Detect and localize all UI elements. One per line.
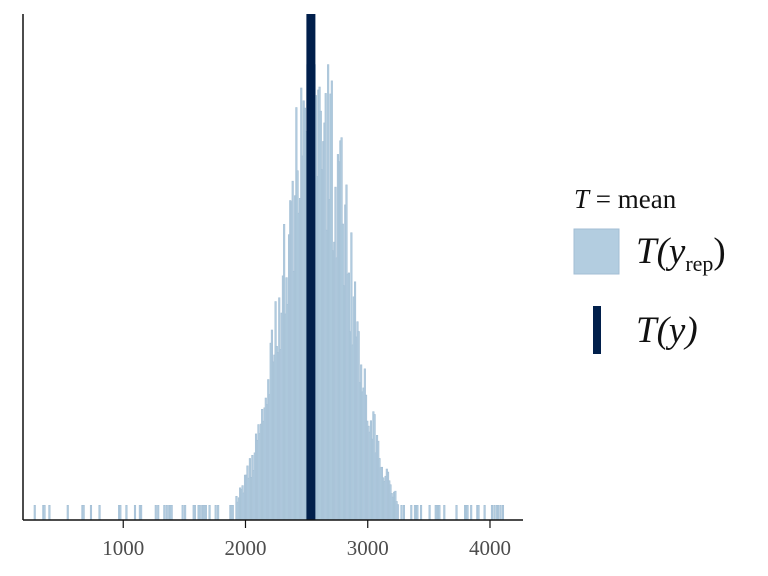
legend-observed-main: T(y) [636,310,698,351]
legend-title-symbol: T [574,184,591,214]
histogram-bar [400,504,403,521]
histogram-bar [470,504,473,521]
histogram-bar [483,504,486,521]
histogram-bar [396,504,399,521]
plot-area [33,14,505,521]
histogram-bar [157,504,160,521]
histogram-bar [428,504,431,521]
histogram-bar [133,504,137,521]
axes: 1000 2000 3000 4000 [22,14,523,560]
histogram-bar [416,504,419,521]
x-tick-label: 1000 [102,536,144,560]
histogram-bar [82,504,85,521]
histogram-bar [477,504,480,521]
histogram-bar [499,504,502,521]
histogram-bar [170,504,173,521]
legend-rep-close: ) [713,231,725,272]
histogram-bar [43,504,46,521]
histogram-bar [443,504,446,521]
legend-rep-subscript: rep [685,251,713,276]
legend-rep-label: T(yrep) [636,231,726,276]
legend-rep-main: T(y [636,231,686,272]
histogram-bar [497,504,500,521]
histogram-bar [119,504,122,521]
histogram-bar [204,504,207,521]
histogram-bar [163,504,166,521]
legend-observed-swatch [593,306,601,354]
histogram-bar [140,504,143,521]
legend-observed-label: T(y) [636,310,698,351]
histogram-bar [165,504,168,521]
legend-rep-swatch [573,228,620,275]
histogram-bar [438,504,441,521]
histogram-bar [48,504,51,521]
legend-title-text: = mean [589,184,677,214]
legend: T = mean T(yrep) T(y) [573,184,726,354]
histogram-bar [66,504,69,521]
histogram-bar [214,504,217,521]
histogram-bar [154,504,157,521]
histogram-bar [402,504,406,521]
histogram-bar [89,504,93,521]
histogram-bar [466,504,469,521]
histogram-bar [33,504,36,521]
histogram-bar [217,504,220,521]
histogram-bar [231,504,234,521]
histogram-bar [184,504,187,521]
histogram-bar [198,504,201,521]
x-tick-label: 2000 [224,536,266,560]
histogram-bar [410,504,413,521]
histogram-bar [420,504,423,521]
histogram-bar [501,504,505,521]
histogram-bar [193,504,196,521]
histogram-bar [493,504,496,521]
x-tick-label: 3000 [347,536,389,560]
histogram-bar [125,504,128,521]
legend-title: T = mean [574,184,677,214]
histogram-bar [208,504,211,521]
histogram-bar [490,504,494,521]
histogram-bar [455,504,458,521]
x-tick-label: 4000 [469,536,511,560]
histogram-bar [98,504,101,521]
histogram-bar [181,504,184,521]
